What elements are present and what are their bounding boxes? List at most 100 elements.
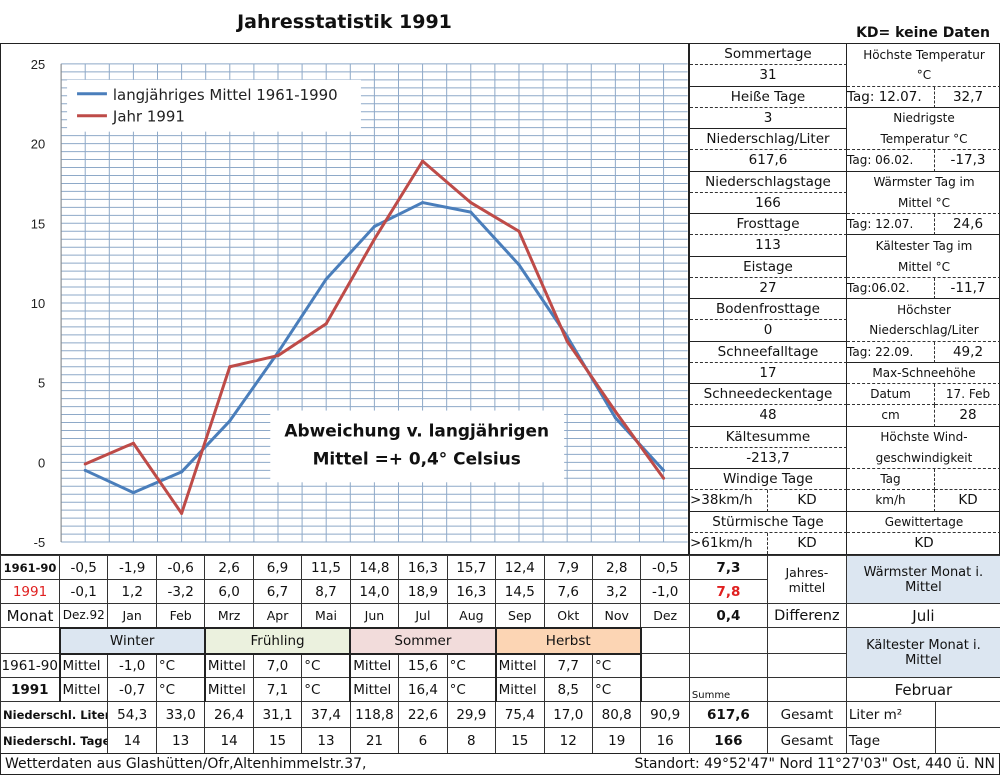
table-cell: 8,5 — [543, 677, 593, 702]
table-cell: 7,0 — [252, 653, 303, 678]
table-row: Monat Dez.92 Jan Feb Mrz Apr Mai Jun Jul Aug Sep Ok… — [0, 603, 1000, 628]
extreme-label: Mittel °C — [847, 193, 1000, 214]
stat-value: 31 — [690, 65, 847, 87]
coldest-month-value: Februar — [845, 677, 1000, 702]
data-point — [662, 468, 666, 472]
table-cell: -0,5 — [58, 555, 109, 580]
table-cell: °C — [155, 653, 206, 678]
table-cell: 8 — [446, 727, 497, 754]
precipitation-total: 617,6 — [688, 701, 768, 728]
table-cell: °C — [446, 653, 497, 678]
month-label: Sep — [495, 603, 545, 628]
data-point — [324, 322, 328, 326]
table-cell: 90,9 — [640, 701, 690, 728]
table-cell: 19 — [591, 727, 642, 754]
table-cell: 118,8 — [349, 701, 400, 728]
stat-sublabel: >38km/h — [690, 490, 768, 512]
month-label: Jun — [349, 603, 400, 628]
extreme-label: Kältester Tag im — [875, 238, 973, 253]
table-cell: 7,7 — [543, 653, 593, 678]
stat-value: 17 — [690, 362, 847, 384]
table-cell: 6,0 — [204, 579, 254, 604]
extreme-label: Niedrigste — [893, 111, 955, 126]
table-cell: 22,6 — [398, 701, 448, 728]
month-label: Jul — [398, 603, 448, 628]
season-mean-row: 1991 Mittel -0,7 °C Mittel 7,1 °C Mittel 16,4 °C M… — [0, 677, 1000, 702]
stat-value: 27 — [690, 277, 847, 299]
extreme-value: 17. Feb — [935, 384, 1000, 406]
footer-coordinates: Standort: 49°52'47" Nord 11°27'03" Ost, … — [634, 756, 995, 772]
data-point — [131, 441, 135, 445]
extreme-label: Mittel °C — [847, 257, 1000, 278]
data-point — [372, 224, 376, 228]
legend-box — [67, 79, 361, 132]
stat-value: 617,6 — [690, 150, 847, 172]
table-cell: 75,4 — [495, 701, 545, 728]
y-tick-label: 0 — [38, 455, 45, 470]
table-cell: 29,9 — [446, 701, 497, 728]
table-cell: 7,6 — [543, 579, 593, 604]
data-point — [469, 210, 473, 214]
month-label: Dez — [640, 603, 690, 628]
difference-value: 0,4 — [688, 603, 768, 628]
stat-sublabel: >61km/h — [690, 532, 768, 554]
stats-panel: Sommertage 31 Heiße Tage 3 Niederschlag/… — [689, 43, 1000, 555]
table-cell: 13 — [155, 727, 206, 754]
extreme-value: -11,7 — [935, 278, 1000, 299]
month-label: Aug — [446, 603, 497, 628]
table-cell: 6,7 — [252, 579, 303, 604]
data-point — [421, 201, 425, 205]
season-label: Sommer — [349, 626, 497, 655]
stat-label: Eistage — [690, 256, 847, 278]
table-cell: 1961-90 — [0, 555, 60, 580]
empty-cell — [640, 677, 690, 702]
extreme-date: Tag:06.02. — [847, 277, 935, 299]
data-point — [228, 365, 232, 369]
extreme-label: Niederschlag/Liter — [847, 320, 1000, 342]
extreme-date: Tag: 12.07. — [847, 214, 935, 236]
table-cell: -1,0 — [640, 579, 690, 604]
table-cell: 12 — [543, 727, 593, 754]
kd-note: KD= keine Daten — [856, 25, 990, 41]
stat-value: -213,7 — [690, 447, 847, 469]
stat-label: Schneefalltage — [690, 341, 847, 363]
table-cell: 13 — [301, 727, 351, 754]
table-cell: 18,9 — [398, 579, 448, 604]
table-cell: -3,2 — [155, 579, 206, 604]
stat-label: Bodenfrosttage — [690, 299, 847, 321]
season-header-row: Winter Frühling Sommer Herbst Kältester Mona… — [0, 626, 1000, 678]
stat-value: 48 — [690, 405, 847, 427]
table-cell: °C — [591, 677, 642, 702]
table-cell: 54,3 — [107, 701, 157, 728]
table-cell: Mittel — [58, 677, 109, 702]
table-cell: Mittel — [494, 653, 545, 678]
table-cell: 16,3 — [398, 555, 448, 580]
table-cell: °C — [155, 677, 206, 702]
table-cell: 16,4 — [398, 677, 448, 702]
extreme-value: 49,2 — [935, 342, 1000, 363]
table-cell: Mittel — [349, 653, 400, 678]
extreme-label: Tag — [847, 469, 935, 491]
stat-label: Frosttage — [690, 214, 847, 236]
table-cell: Liter m² — [845, 701, 936, 728]
extreme-label: Temperatur °C — [847, 129, 1000, 151]
data-point — [324, 277, 328, 281]
table-cell: 14,5 — [495, 579, 545, 604]
empty-cell — [688, 653, 768, 678]
data-point — [613, 409, 617, 413]
table-cell: 15,7 — [446, 555, 497, 580]
stat-value: 0 — [690, 320, 847, 342]
precipitation-total: 166 — [688, 727, 768, 754]
temperature-chart: 25 20 15 10 5 0 -5 langjähriges Mittel 1961-199… — [0, 43, 689, 555]
empty-cell — [766, 653, 847, 678]
stat-label: Niederschlag/Liter — [690, 129, 847, 151]
table-cell: 14 — [107, 727, 157, 754]
annotation-text: Mittel =+ 0,4° Celsius — [313, 448, 521, 468]
table-cell: Mittel — [58, 653, 109, 678]
empty-cell — [640, 627, 690, 654]
table-cell: 15 — [495, 727, 545, 754]
table-cell: °C — [301, 677, 352, 702]
extreme-value — [935, 469, 1000, 491]
stat-value: 3 — [690, 107, 847, 129]
table-cell: -0,7 — [107, 677, 157, 702]
